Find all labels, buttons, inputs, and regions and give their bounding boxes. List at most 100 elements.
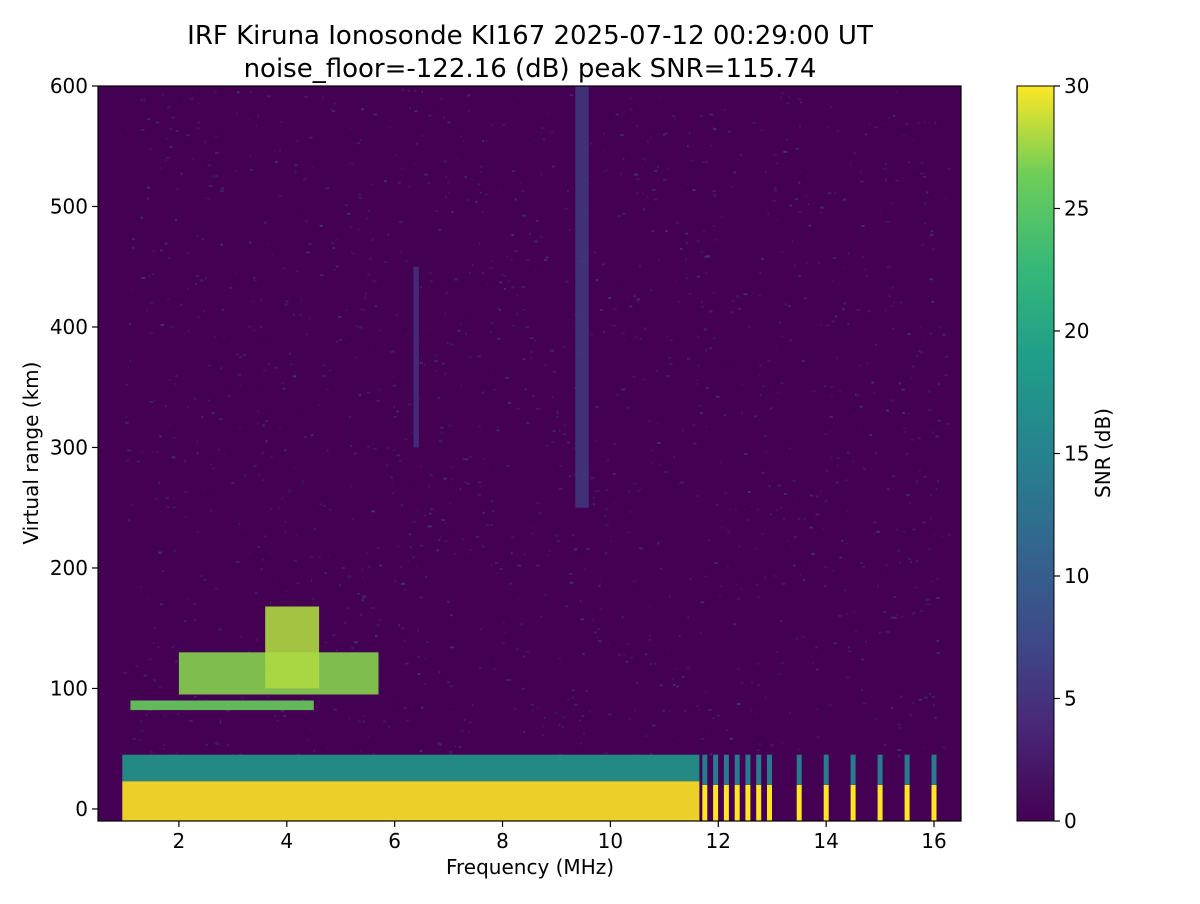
noise-speck	[924, 696, 928, 699]
colorbar-gradient	[1016, 85, 1055, 822]
noise-speck	[605, 508, 609, 511]
noise-speck	[724, 492, 727, 495]
noise-speck	[657, 165, 660, 168]
noise-speck	[279, 427, 281, 430]
noise-speck	[780, 382, 784, 385]
noise-speck	[938, 326, 941, 329]
noise-speck	[507, 401, 512, 404]
noise-speck	[362, 594, 366, 597]
noise-speck	[462, 458, 466, 460]
noise-speck	[269, 601, 272, 604]
noise-speck	[643, 208, 646, 211]
noise-speck	[876, 530, 881, 533]
noise-speck	[228, 394, 231, 397]
noise-speck	[542, 734, 544, 737]
noise-speck	[865, 640, 867, 643]
noise-speck	[712, 717, 715, 720]
noise-speck	[562, 726, 564, 729]
noise-speck	[736, 702, 741, 705]
noise-speck	[475, 200, 478, 203]
noise-speck	[339, 584, 341, 587]
noise-speck	[672, 683, 676, 686]
noise-speck	[420, 706, 424, 709]
noise-speck	[929, 493, 933, 496]
noise-speck	[606, 459, 609, 462]
noise-speck	[931, 580, 934, 583]
noise-speck	[709, 113, 714, 116]
noise-speck	[392, 384, 397, 387]
noise-speck	[554, 711, 557, 714]
high-freq-echo-bar	[850, 784, 856, 821]
noise-speck	[346, 607, 349, 610]
noise-speck	[322, 504, 326, 507]
high-freq-echo-bar	[745, 784, 751, 821]
noise-speck	[506, 255, 508, 258]
noise-speck	[203, 488, 205, 491]
noise-speck	[299, 313, 302, 316]
noise-speck	[175, 188, 179, 191]
noise-speck	[931, 696, 936, 699]
noise-speck	[632, 580, 637, 583]
noise-speck	[394, 416, 397, 418]
noise-speck	[912, 138, 915, 141]
noise-speck	[285, 590, 287, 593]
noise-speck	[148, 658, 152, 661]
noise-speck	[434, 360, 438, 363]
noise-speck	[125, 383, 128, 386]
noise-speck	[451, 478, 453, 481]
noise-speck	[853, 152, 856, 155]
noise-speck	[541, 127, 545, 130]
noise-speck	[700, 601, 705, 604]
noise-speck	[885, 630, 890, 633]
noise-speck	[622, 157, 625, 160]
noise-speck	[449, 343, 453, 346]
noise-speck	[348, 717, 351, 720]
noise-speck	[579, 719, 581, 722]
noise-speck	[656, 369, 658, 372]
noise-speck	[890, 616, 893, 619]
noise-speck	[500, 190, 502, 193]
noise-speck	[344, 204, 349, 207]
noise-speck	[867, 310, 871, 313]
noise-speck	[312, 166, 314, 169]
noise-speck	[792, 564, 796, 567]
noise-speck	[664, 132, 668, 135]
noise-speck	[257, 410, 259, 412]
noise-speck	[390, 351, 392, 354]
noise-speck	[403, 639, 406, 642]
noise-speck	[852, 610, 857, 613]
noise-speck	[151, 450, 154, 453]
noise-speck	[759, 364, 762, 367]
noise-speck	[278, 506, 280, 509]
noise-speck	[692, 189, 696, 192]
noise-speck	[159, 511, 161, 514]
noise-speck	[423, 683, 427, 686]
noise-speck	[613, 443, 616, 446]
feature-ground-saturation	[122, 781, 700, 821]
noise-speck	[701, 300, 703, 303]
noise-speck	[932, 431, 934, 434]
noise-speck	[341, 567, 346, 569]
noise-speck	[280, 497, 285, 500]
noise-speck	[465, 332, 467, 335]
noise-speck	[490, 563, 493, 566]
noise-speck	[318, 403, 321, 406]
noise-speck	[140, 216, 144, 219]
noise-speck	[829, 385, 834, 388]
x-tick-label: 10	[598, 829, 623, 853]
noise-speck	[393, 406, 395, 409]
noise-speck	[702, 161, 705, 164]
noise-speck	[358, 394, 362, 397]
noise-speck	[550, 441, 555, 444]
noise-speck	[294, 170, 297, 173]
noise-speck	[357, 193, 362, 196]
noise-speck	[649, 634, 651, 637]
noise-speck	[253, 279, 257, 282]
noise-speck	[275, 580, 277, 583]
noise-speck	[439, 743, 442, 746]
noise-speck	[632, 375, 636, 378]
noise-speck	[544, 716, 546, 719]
noise-speck	[196, 235, 199, 238]
noise-speck	[526, 220, 529, 223]
noise-speck	[172, 437, 177, 439]
